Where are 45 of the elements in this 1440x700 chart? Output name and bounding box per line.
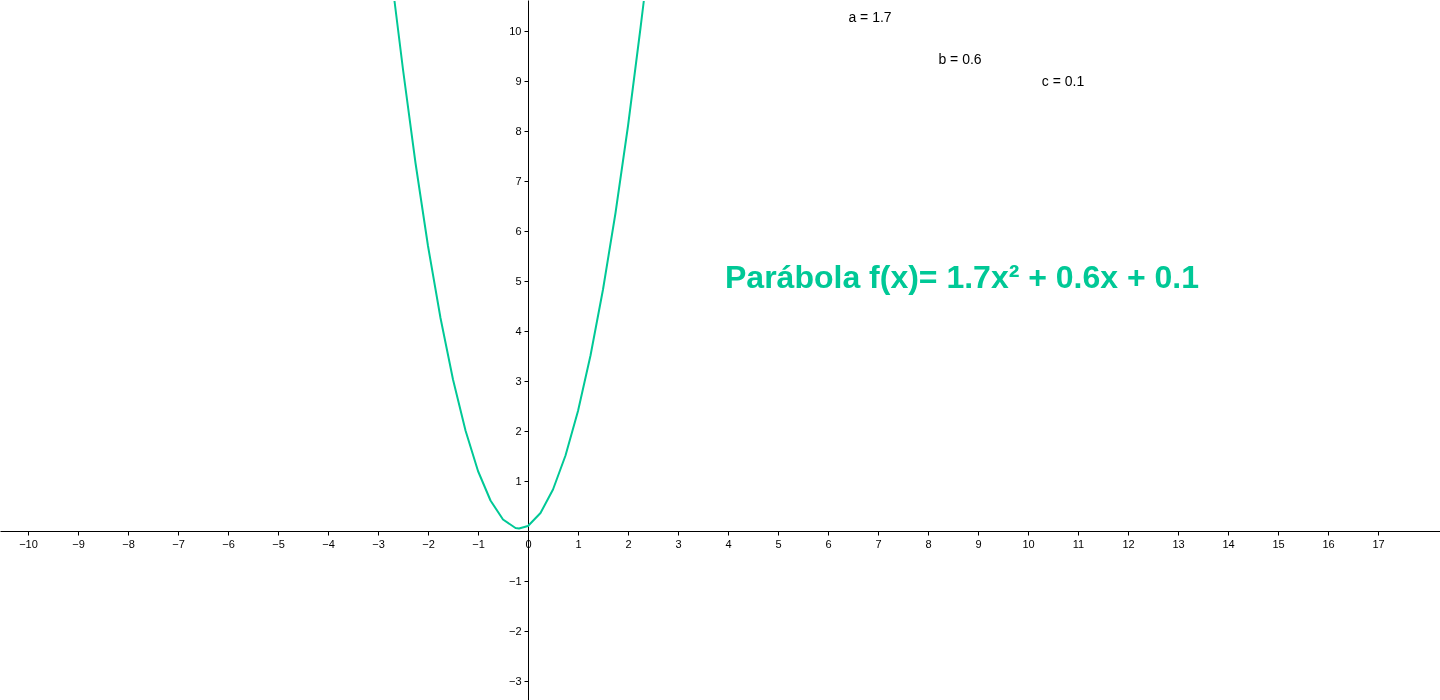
x-tick-label: −4 [322, 537, 335, 550]
x-tick-label: 13 [1172, 537, 1185, 550]
y-tick-label: 4 [515, 324, 522, 337]
x-tick-label: 15 [1272, 537, 1285, 550]
y-tick-label: −3 [508, 674, 522, 687]
x-tick-label: −7 [172, 537, 185, 550]
x-tick-label: 7 [875, 537, 882, 550]
x-tick-label: 9 [975, 537, 982, 550]
y-tick-label: −2 [508, 624, 522, 637]
y-tick-label: 10 [509, 24, 522, 37]
x-tick-label: −9 [72, 537, 85, 550]
y-tick-label: 8 [515, 124, 522, 137]
x-tick-label: −2 [422, 537, 435, 550]
x-tick-label: 12 [1122, 537, 1135, 550]
x-tick-label: 16 [1322, 537, 1335, 550]
y-tick-label: 7 [515, 174, 522, 187]
x-tick-label: 1 [575, 537, 582, 550]
x-tick-label: 5 [775, 537, 782, 550]
x-tick-label: −5 [272, 537, 285, 550]
y-tick-label: 1 [515, 474, 522, 487]
line-series [393, 0, 645, 530]
y-tick-label: 9 [515, 74, 522, 87]
y-tick-label: 5 [515, 274, 522, 287]
x-tick-label: −3 [372, 537, 385, 550]
x-tick-label: 11 [1072, 537, 1085, 550]
y-tick-label: 6 [515, 224, 522, 237]
x-tick-label: 3 [675, 537, 682, 550]
x-tick-label: −6 [222, 537, 235, 550]
x-tick-label: 4 [725, 537, 732, 550]
x-tick-label: −10 [19, 537, 38, 550]
y-tick-label: 3 [515, 374, 522, 387]
x-tick-label: 8 [925, 537, 932, 550]
x-tick-label: 17 [1372, 537, 1385, 550]
text: Parábola f(x)= 1.7x² + 0.6x + 0.1 [725, 259, 1200, 295]
x-tick-label: −8 [122, 537, 135, 550]
y-tick-label: 2 [515, 424, 522, 437]
annotation: b = 0.6 [938, 51, 982, 67]
annotation: c = 0.1 [1041, 73, 1085, 89]
y-tick-label: −1 [508, 574, 522, 587]
x-tick-label: 14 [1222, 537, 1235, 550]
x-tick-label: 10 [1022, 537, 1035, 550]
x-tick-label: 6 [825, 537, 832, 550]
x-tick-label: 2 [625, 537, 632, 550]
x-tick-label: −1 [472, 537, 485, 550]
annotation: a = 1.7 [848, 9, 892, 25]
